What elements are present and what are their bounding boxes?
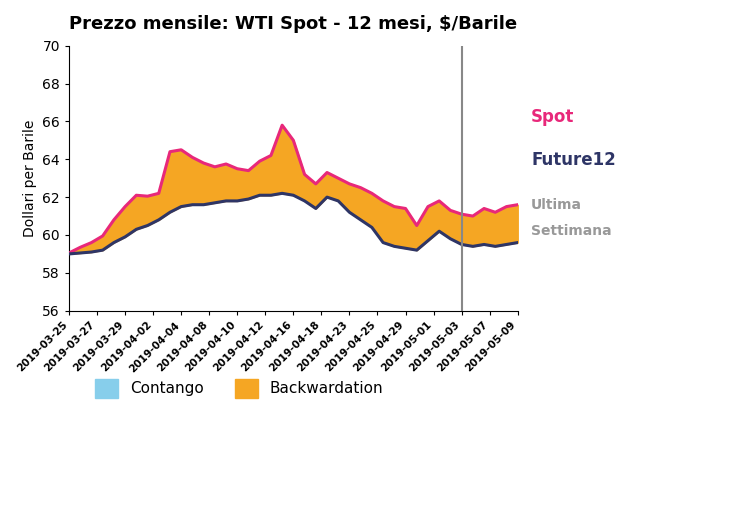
Title: Prezzo mensile: WTI Spot - 12 mesi, $/Barile: Prezzo mensile: WTI Spot - 12 mesi, $/Ba… bbox=[70, 15, 517, 33]
Text: Ultima: Ultima bbox=[531, 198, 582, 212]
Legend: Contango, Backwardation: Contango, Backwardation bbox=[89, 373, 390, 404]
Text: Spot: Spot bbox=[531, 108, 575, 126]
Y-axis label: Dollari per Barile: Dollari per Barile bbox=[23, 120, 37, 237]
Text: Future12: Future12 bbox=[531, 151, 616, 169]
Text: Settimana: Settimana bbox=[531, 224, 612, 238]
